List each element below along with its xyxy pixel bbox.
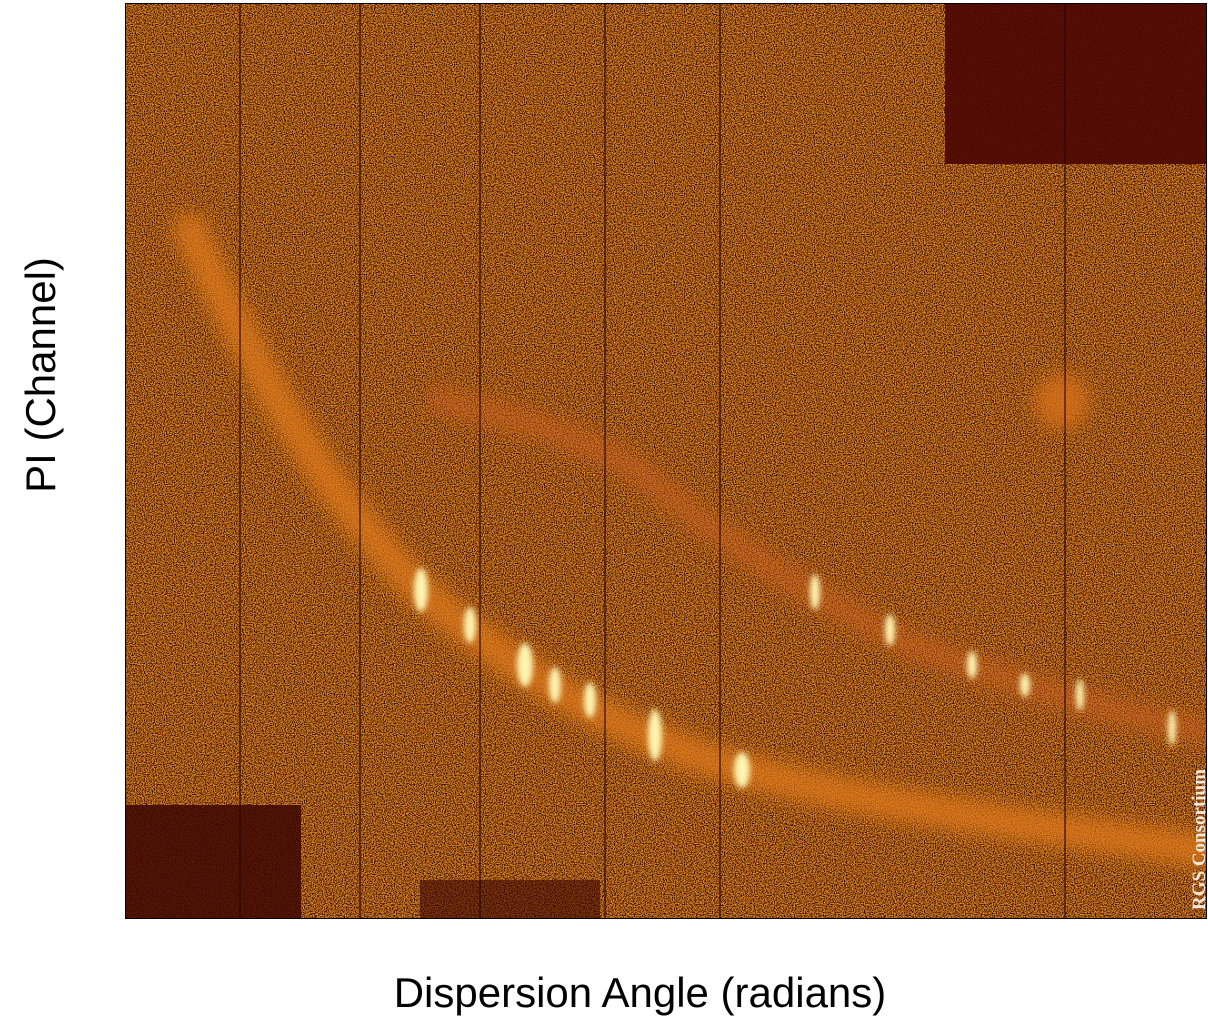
y-axis-label: PI (Channel) — [17, 257, 64, 493]
x-axis-label: Dispersion Angle (radians) — [394, 969, 887, 1016]
image-credit: RGS Consortium — [1189, 769, 1208, 910]
image-border — [125, 3, 1207, 919]
detector-image: RGS Consortium — [126, 4, 1208, 918]
